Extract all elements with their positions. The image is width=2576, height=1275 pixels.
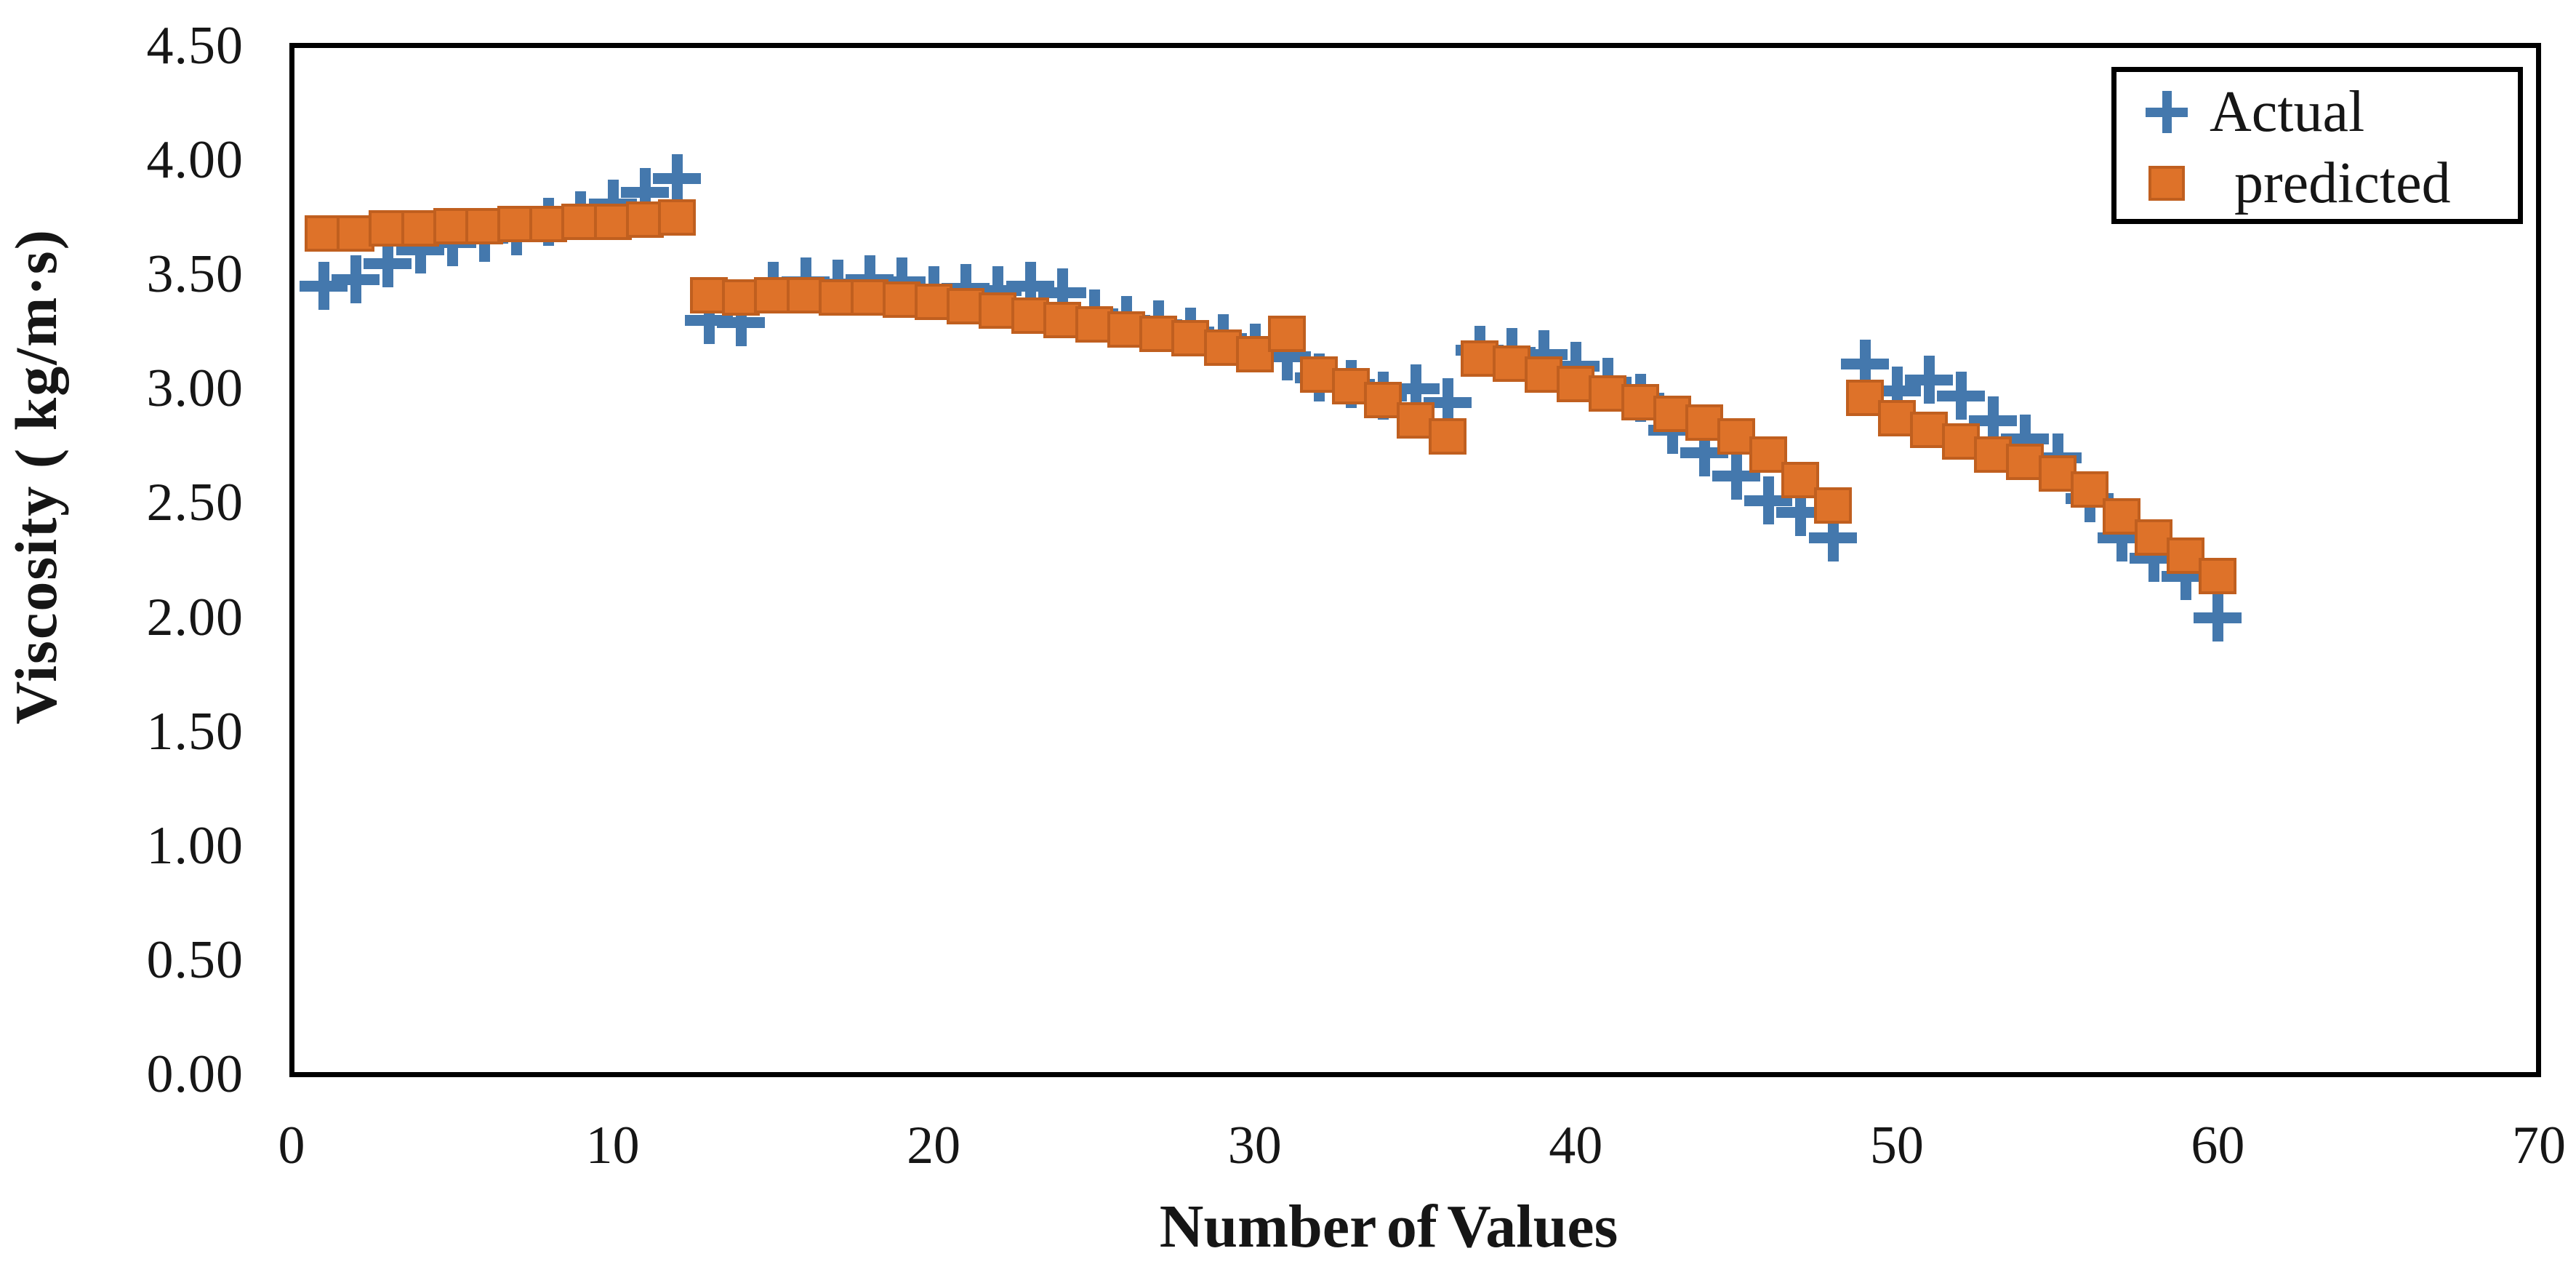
legend-label-actual: Actual	[2210, 80, 2365, 144]
y-tick-label: 0.50	[146, 930, 244, 990]
predicted-data-point	[369, 210, 407, 247]
predicted-data-point	[657, 199, 696, 236]
actual-data-point	[1391, 364, 1440, 413]
legend-label-predicted: predicted	[2234, 151, 2451, 215]
y-axis-title: Viscosity ( kg/m·s)	[3, 228, 69, 724]
actual-data-point	[1712, 451, 1761, 500]
x-tick-label: 70	[2512, 1116, 2566, 1175]
predicted-square-icon	[2148, 166, 2185, 201]
predicted-data-point	[1011, 297, 1049, 334]
predicted-data-point	[625, 201, 664, 238]
predicted-data-point	[2070, 471, 2108, 508]
actual-data-point	[1776, 488, 1825, 536]
predicted-data-point	[593, 203, 632, 240]
predicted-data-point	[1781, 462, 1820, 499]
x-axis-title: Number of Values	[1159, 1193, 1618, 1260]
actual-data-point	[1808, 513, 1857, 561]
predicted-data-point	[1107, 311, 1146, 348]
predicted-data-point	[465, 208, 503, 245]
predicted-data-point	[1749, 436, 1788, 473]
predicted-data-point	[1653, 395, 1691, 432]
predicted-data-point	[1717, 418, 1756, 455]
actual-data-point	[1840, 339, 1889, 388]
x-tick-label: 20	[907, 1116, 961, 1175]
predicted-data-point	[2167, 537, 2205, 574]
predicted-data-point	[1267, 315, 1306, 352]
y-tick-label: 2.00	[146, 587, 244, 647]
predicted-data-point	[2102, 498, 2140, 535]
legend: Actual predicted	[2111, 67, 2523, 224]
predicted-data-point	[561, 203, 600, 240]
x-tick-label: 40	[1549, 1116, 1603, 1175]
actual-data-point	[1937, 371, 1986, 420]
predicted-data-point	[2199, 557, 2237, 594]
predicted-data-point	[305, 215, 343, 252]
actual-data-point	[332, 255, 380, 303]
legend-item-predicted: predicted	[2116, 151, 2518, 216]
y-tick-label: 0.00	[146, 1044, 244, 1104]
legend-item-actual: Actual	[2116, 79, 2518, 145]
predicted-data-point	[1364, 382, 1403, 419]
y-tick-label: 1.50	[146, 701, 244, 762]
x-tick-label: 0	[278, 1116, 305, 1175]
x-tick-label: 10	[585, 1116, 640, 1175]
actual-data-point	[652, 154, 701, 203]
predicted-data-point	[1300, 356, 1339, 393]
predicted-data-point	[1845, 379, 1884, 416]
x-tick-label: 30	[1227, 1116, 1282, 1175]
x-tick-label: 50	[1869, 1116, 1924, 1175]
actual-data-point	[2194, 593, 2242, 642]
y-tick-label: 3.00	[146, 359, 244, 419]
predicted-data-point	[1813, 487, 1852, 524]
y-tick-label: 4.50	[146, 16, 244, 76]
actual-data-point	[1423, 378, 1472, 427]
actual-data-point	[1969, 396, 2018, 445]
predicted-data-point	[2135, 519, 2173, 556]
predicted-data-point	[947, 288, 985, 325]
x-tick-label: 60	[2191, 1116, 2245, 1175]
predicted-data-point	[690, 276, 729, 313]
y-tick-label: 4.00	[146, 130, 244, 191]
y-tick-label: 1.00	[146, 815, 244, 876]
predicted-data-point	[2006, 443, 2045, 480]
predicted-data-point	[1492, 345, 1530, 382]
y-tick-label: 3.50	[146, 244, 244, 305]
actual-plus-icon	[2146, 91, 2188, 133]
predicted-data-point	[337, 215, 375, 252]
actual-data-point	[364, 239, 412, 287]
actual-data-point	[1905, 355, 1953, 404]
y-tick-label: 2.50	[146, 473, 244, 533]
actual-data-point	[1744, 476, 1793, 525]
predicted-data-point	[1428, 418, 1466, 455]
predicted-data-point	[1235, 336, 1274, 373]
